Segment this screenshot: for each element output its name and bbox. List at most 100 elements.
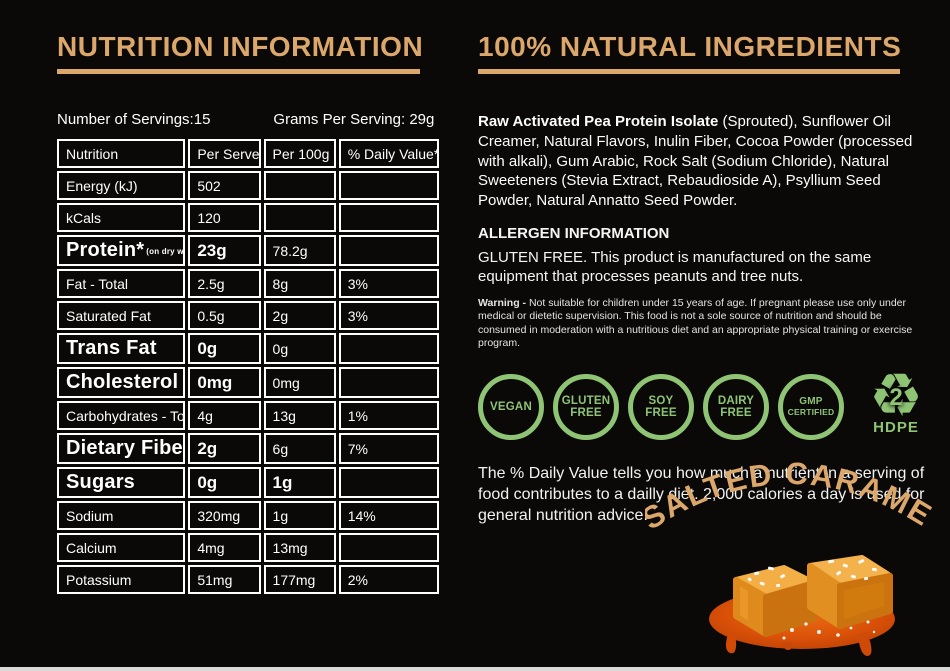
nutrient-per-serve: 2g (188, 433, 261, 464)
nutrient-daily-value: 7% (338, 433, 439, 464)
nutrient-name: Trans Fat (57, 333, 186, 364)
table-row: Potassium 51mg 177mg 2% (57, 565, 439, 594)
recycle-material-label: HDPE (873, 418, 919, 436)
nutrient-name: Sodium (57, 501, 186, 530)
nutrient-per-serve: 120 (188, 203, 261, 232)
nutrition-panel: NUTRITION INFORMATION Number of Servings… (57, 33, 439, 597)
servings-line: Number of Servings:15 Grams Per Serving:… (57, 111, 439, 128)
nutrient-daily-value (338, 203, 439, 232)
nutrient-name: Protein*(on dry weight) (57, 235, 186, 266)
nutrient-per-100g (263, 203, 336, 232)
nutrient-per-100g (263, 171, 336, 200)
nutrition-table: Nutrition Per Serve Per 100g % Daily Val… (54, 136, 442, 597)
nutrient-per-100g: 2g (263, 301, 336, 330)
recycle-hdpe-mark: ♻ 2 HDPE (855, 361, 937, 447)
table-row: Carbohydrates - Total 4g 13g 1% (57, 401, 439, 430)
nutrient-name: Calcium (57, 533, 186, 562)
recycle-number: 2 (889, 383, 903, 411)
table-row: Sugars 0g 1g (57, 467, 439, 498)
warning-text: Warning - Not suitable for children unde… (478, 297, 918, 351)
nutrient-per-100g: 1g (263, 467, 336, 498)
col-header-per-serve: Per Serve (188, 139, 261, 168)
nutrient-per-serve: 502 (188, 171, 261, 200)
badge-line2: CERTIFIED (787, 406, 835, 417)
nutrient-name: Cholesterol (57, 367, 186, 398)
col-header-daily-value: % Daily Value* (338, 139, 439, 168)
nutrient-daily-value (338, 533, 439, 562)
nutrient-daily-value: 3% (338, 301, 439, 330)
table-row: Saturated Fat 0.5g 2g 3% (57, 301, 439, 330)
nutrient-daily-value: 1% (338, 401, 439, 430)
table-row: Calcium 4mg 13mg (57, 533, 439, 562)
nutrient-daily-value (338, 333, 439, 364)
nutrient-name: Potassium (57, 565, 186, 594)
nutrition-title-underline (57, 69, 420, 74)
badge-line2: FREE (645, 406, 677, 419)
nutrient-name: Energy (kJ) (57, 171, 186, 200)
nutrient-per-100g: 177mg (263, 565, 336, 594)
recycle-icon: ♻ (869, 361, 923, 429)
col-header-per-100g: Per 100g (263, 139, 336, 168)
badge-line1: SOY (648, 394, 674, 407)
warning-rest: Not suitable for children under 15 years… (478, 296, 913, 350)
nutrient-daily-value: 2% (338, 565, 439, 594)
nutrient-per-serve: 4mg (188, 533, 261, 562)
nutrient-per-100g: 78.2g (263, 235, 336, 266)
grams-per-serving: Grams Per Serving: 29g (273, 111, 434, 128)
nutrient-per-100g: 0mg (263, 367, 336, 398)
table-row: Trans Fat 0g 0g (57, 333, 439, 364)
daily-value-note: The % Daily Value tells you how much a n… (478, 464, 925, 524)
table-row: Cholesterol 0mg 0mg (57, 367, 439, 398)
nutrient-per-100g: 1g (263, 501, 336, 530)
nutrient-daily-value: 14% (338, 501, 439, 530)
nutrient-per-serve: 23g (188, 235, 261, 266)
ingredients-text: Raw Activated Pea Protein Isolate (Sprou… (478, 112, 923, 211)
table-row: Sodium 320mg 1g 14% (57, 501, 439, 530)
nutrition-title: NUTRITION INFORMATION (57, 31, 424, 62)
nutrient-per-serve: 0mg (188, 367, 261, 398)
ingredients-title-underline (478, 69, 900, 74)
allergen-text: GLUTEN FREE. This product is manufacture… (478, 248, 872, 286)
nutrient-daily-value (338, 367, 439, 398)
ingredients-title: 100% NATURAL INGREDIENTS (478, 31, 902, 62)
nutrient-daily-value (338, 235, 439, 266)
nutrient-daily-value (338, 171, 439, 200)
badge-line2: FREE (570, 406, 602, 419)
badge-line1: DAIRY (717, 394, 755, 407)
nutrient-per-100g: 8g (263, 269, 336, 298)
nutrient-per-serve: 0g (188, 333, 261, 364)
nutrient-per-serve: 51mg (188, 565, 261, 594)
table-header-row: Nutrition Per Serve Per 100g % Daily Val… (57, 139, 439, 168)
caramel-illustration-icon (709, 555, 895, 656)
certification-badge: GMP CERTIFIED (778, 373, 844, 440)
nutrient-per-serve: 320mg (188, 501, 261, 530)
servings-value: 15 (193, 111, 211, 128)
badge-line1: VEGAN (490, 400, 532, 413)
nutrient-name: kCals (57, 203, 186, 232)
nutrient-name: Carbohydrates - Total (57, 401, 186, 430)
nutrient-per-100g: 0g (263, 333, 336, 364)
badge-line2: FREE (720, 406, 752, 419)
nutrient-per-serve: 2.5g (188, 269, 261, 298)
table-row: Energy (kJ) 502 (57, 171, 439, 200)
col-header-nutrition: Nutrition (57, 139, 186, 168)
nutrient-per-serve: 0g (188, 467, 261, 498)
table-row: Protein*(on dry weight) 23g 78.2g (57, 235, 439, 266)
table-row: Fat - Total 2.5g 8g 3% (57, 269, 439, 298)
ingredients-lead: Raw Activated Pea Protein Isolate (478, 113, 719, 130)
certification-badge: DAIRY FREE (703, 373, 769, 440)
warning-lead: Warning - (478, 296, 527, 309)
certification-badge: SOY FREE (628, 373, 694, 440)
nutrient-per-100g: 13mg (263, 533, 336, 562)
servings-count: Number of Servings:15 (57, 111, 210, 128)
nutrient-name: Saturated Fat (57, 301, 186, 330)
ingredients-rest: (Sprouted), Sunflower Oil Creamer, Natur… (478, 113, 913, 210)
grams-label: Grams Per Serving: (273, 111, 406, 128)
nutrient-per-serve: 0.5g (188, 301, 261, 330)
table-row: Dietary Fiber 2g 6g 7% (57, 433, 439, 464)
nutrient-name: Dietary Fiber (57, 433, 186, 464)
certification-badge: VEGAN (478, 373, 544, 440)
certification-badge: GLUTEN FREE (553, 373, 619, 440)
ingredients-panel: 100% NATURAL INGREDIENTS Raw Activated P… (478, 31, 924, 526)
